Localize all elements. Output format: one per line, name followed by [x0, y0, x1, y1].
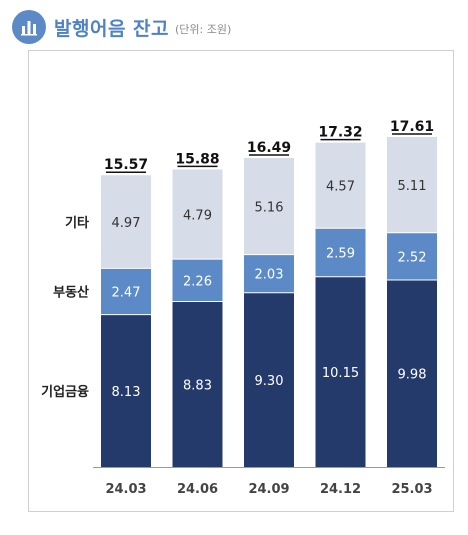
legend-label-other: 기타	[65, 215, 89, 231]
bar-segment-realestate	[244, 254, 294, 293]
value-label-realestate: 2.52	[398, 250, 427, 265]
x-tick-label: 24.12	[320, 482, 361, 497]
value-label-other: 5.16	[255, 200, 284, 215]
bar-chart-icon	[12, 10, 46, 44]
total-label: 17.32	[318, 125, 362, 141]
value-label-other: 4.79	[183, 208, 212, 223]
bar-segment-other	[244, 157, 294, 255]
chart-frame: 8.13 2.47 4.97 15.57 24.03 8.83 2.26 4.79 15.88 2…	[28, 50, 454, 512]
value-label-realestate: 2.03	[255, 268, 284, 283]
value-label-corporate: 9.98	[398, 367, 427, 382]
total-label: 17.61	[390, 119, 434, 135]
bar-segment-realestate	[172, 259, 223, 302]
bar-segment-realestate	[387, 232, 437, 280]
value-label-other: 4.97	[112, 216, 141, 231]
x-tick-label: 25.03	[391, 482, 432, 497]
bar-segment-corporate	[387, 279, 437, 467]
total-label: 16.49	[247, 140, 291, 156]
legend-label-corporate: 기업금융	[41, 384, 89, 400]
value-label-corporate: 8.13	[112, 385, 141, 400]
bar-segment-corporate	[315, 276, 366, 467]
bar-segment-corporate	[244, 292, 294, 467]
bar-segment-corporate	[101, 314, 151, 467]
chart-unit: (단위: 조원)	[175, 23, 232, 36]
legend-label-realestate: 부동산	[53, 285, 89, 301]
total-label: 15.57	[104, 157, 148, 173]
value-label-realestate: 2.59	[326, 247, 355, 262]
chart-header: 발행어음 잔고 (단위: 조원)	[12, 10, 231, 44]
bar-segment-other	[172, 169, 223, 260]
value-label-corporate: 8.83	[183, 378, 212, 393]
value-label-realestate: 2.47	[112, 286, 141, 301]
x-tick-label: 24.06	[177, 482, 218, 497]
bar-segment-other	[315, 142, 366, 229]
bar-segment-realestate	[101, 268, 151, 315]
bar-segment-other	[101, 175, 151, 269]
value-label-corporate: 9.30	[255, 374, 284, 389]
value-label-realestate: 2.26	[183, 274, 212, 289]
bar-segment-realestate	[315, 228, 366, 277]
bar-segment-corporate	[172, 301, 223, 467]
stacked-bar-chart: 8.13 2.47 4.97 15.57 24.03 8.83 2.26 4.79 15.88 2…	[41, 119, 445, 497]
chart-title: 발행어음 잔고	[54, 17, 169, 40]
total-label: 15.88	[175, 151, 219, 167]
value-label-corporate: 10.15	[322, 366, 359, 381]
x-tick-label: 24.03	[105, 482, 146, 497]
x-tick-label: 24.09	[248, 482, 289, 497]
value-label-other: 5.11	[398, 179, 427, 194]
value-label-other: 4.57	[326, 179, 355, 194]
bar-segment-other	[387, 137, 437, 233]
